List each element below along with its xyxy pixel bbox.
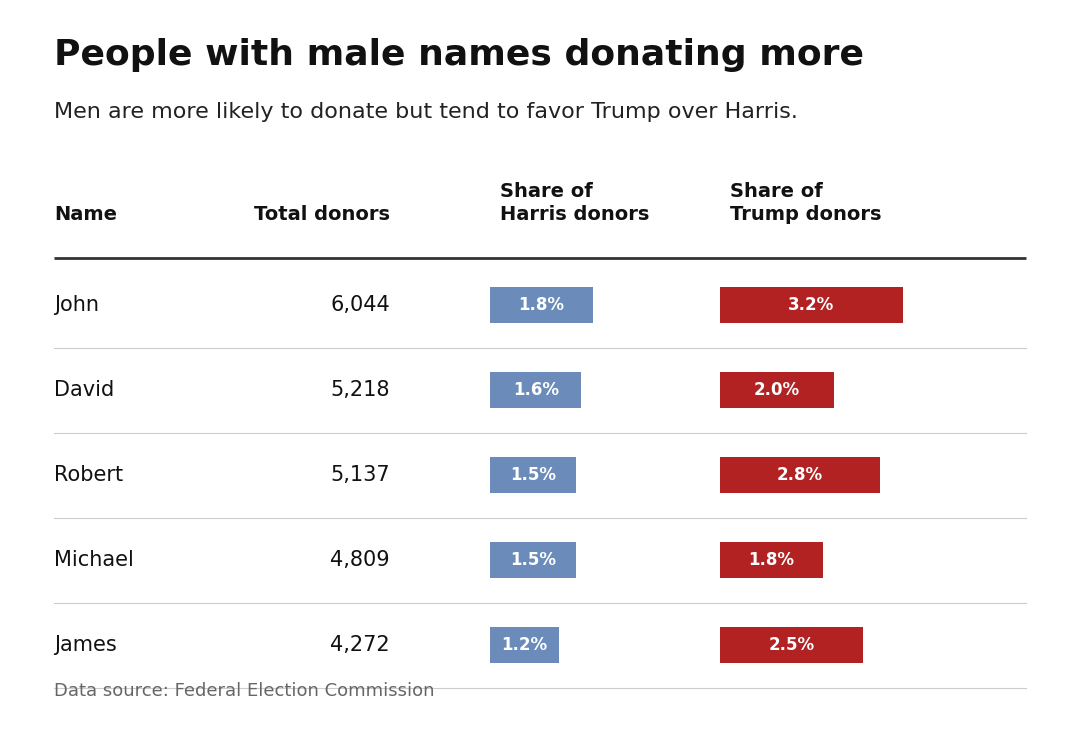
Text: Name: Name (54, 206, 117, 225)
Bar (720, 287, 903, 323)
Text: 5,218: 5,218 (330, 380, 390, 400)
Bar (490, 627, 558, 663)
Text: 2.8%: 2.8% (777, 466, 823, 484)
Text: Robert: Robert (54, 465, 123, 485)
Text: 1.2%: 1.2% (501, 636, 548, 654)
Text: 5,137: 5,137 (330, 465, 390, 485)
Bar (720, 542, 823, 578)
Bar (490, 542, 576, 578)
Text: Share of
Trump donors: Share of Trump donors (730, 182, 881, 224)
Text: 1.6%: 1.6% (513, 381, 558, 399)
Text: Data source: Federal Election Commission: Data source: Federal Election Commission (54, 682, 434, 700)
Bar (720, 627, 863, 663)
Text: 1.5%: 1.5% (510, 466, 556, 484)
Text: David: David (54, 380, 114, 400)
Bar (490, 372, 581, 408)
Text: James: James (54, 635, 117, 655)
Bar (490, 287, 593, 323)
Text: John: John (54, 295, 99, 315)
Text: 6,044: 6,044 (330, 295, 390, 315)
Text: 3.2%: 3.2% (788, 296, 835, 314)
Text: 4,272: 4,272 (330, 635, 390, 655)
Text: Men are more likely to donate but tend to favor Trump over Harris.: Men are more likely to donate but tend t… (54, 102, 798, 122)
Bar (720, 457, 880, 493)
Bar (490, 457, 576, 493)
Text: 4,809: 4,809 (330, 550, 390, 570)
Text: 2.5%: 2.5% (768, 636, 814, 654)
Text: Michael: Michael (54, 550, 134, 570)
Text: Share of
Harris donors: Share of Harris donors (500, 182, 649, 224)
Text: 1.8%: 1.8% (748, 551, 795, 569)
Text: 2.0%: 2.0% (754, 381, 800, 399)
Bar (720, 372, 834, 408)
Text: 1.8%: 1.8% (518, 296, 565, 314)
Text: 1.5%: 1.5% (510, 551, 556, 569)
Text: People with male names donating more: People with male names donating more (54, 38, 864, 72)
Text: Total donors: Total donors (254, 206, 390, 225)
